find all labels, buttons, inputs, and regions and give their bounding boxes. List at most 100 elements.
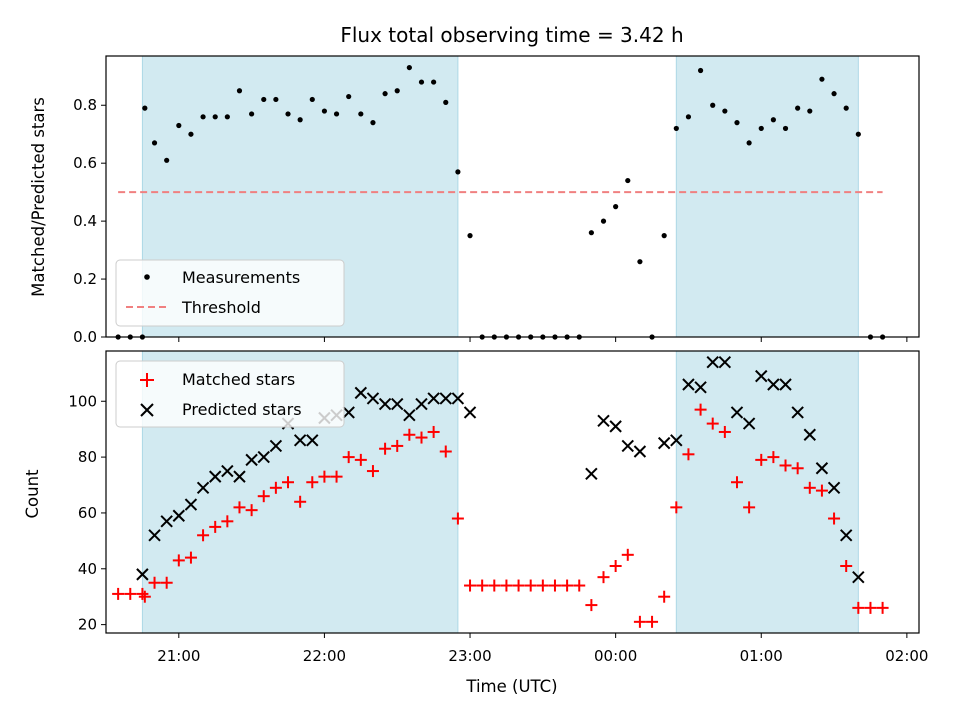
legend-measurements-marker xyxy=(144,274,150,280)
matched-star-marker xyxy=(306,476,319,489)
predicted-star-marker xyxy=(209,470,222,483)
count-panel: 20 40 60 80 100 21:00 22:00 23:00 00:00 01:00 02:… xyxy=(23,350,928,696)
measurement-point xyxy=(734,120,740,126)
matched-star-marker xyxy=(524,579,537,592)
predicted-star-marker xyxy=(427,392,440,405)
matched-star-marker xyxy=(706,417,719,430)
top-y-ticks: 0.0 0.2 0.4 0.6 0.8 xyxy=(73,96,106,346)
bottom-y-tick-label: 20 xyxy=(78,616,97,634)
matched-star-marker xyxy=(585,599,598,612)
top-legend-box xyxy=(115,259,345,327)
predicted-star-marker xyxy=(742,417,756,430)
measurement-point xyxy=(431,79,437,85)
matched-star-marker xyxy=(184,551,197,564)
matched-star-marker xyxy=(548,579,561,592)
predicted-star-marker xyxy=(827,481,841,495)
matched-star-marker xyxy=(330,470,343,483)
predicted-star-marker xyxy=(585,467,598,481)
matched-star-marker xyxy=(124,587,137,600)
top-y-tick-label: 0.8 xyxy=(73,96,97,114)
top-y-tick-label: 0.4 xyxy=(73,212,97,230)
matched-star-marker xyxy=(694,403,707,416)
measurement-point xyxy=(831,91,837,97)
measurement-point xyxy=(443,99,449,105)
matched-star-marker xyxy=(476,579,489,592)
top-legend: Measurements Threshold xyxy=(115,259,345,327)
measurement-point xyxy=(236,88,243,94)
legend-predicted-label: Predicted stars xyxy=(182,400,302,419)
x-axis-label: Time (UTC) xyxy=(465,677,557,696)
matched-star-marker xyxy=(136,587,149,600)
matched-star-marker xyxy=(148,576,161,589)
measurement-point xyxy=(188,131,194,137)
measurement-point xyxy=(273,96,279,103)
predicted-star-marker xyxy=(439,392,452,405)
matched-star-marker xyxy=(318,470,331,483)
measurement-point xyxy=(249,111,255,117)
matched-star-marker xyxy=(138,590,151,603)
matched-star-marker xyxy=(221,515,234,528)
predicted-star-marker xyxy=(172,509,186,522)
matched-star-marker xyxy=(112,587,125,600)
matched-star-marker xyxy=(427,425,440,438)
measurement-point xyxy=(151,140,158,146)
predicted-star-marker xyxy=(293,434,307,447)
matched-star-marker xyxy=(160,576,173,589)
measurement-point xyxy=(819,76,825,82)
predicted-star-marker xyxy=(196,481,210,495)
predicted-star-marker xyxy=(597,414,610,428)
measurement-point xyxy=(613,204,619,210)
legend-threshold-label: Threshold xyxy=(181,298,261,317)
predicted-star-marker xyxy=(730,406,744,419)
bottom-y-tick-label: 60 xyxy=(78,504,97,522)
measurement-point xyxy=(224,114,230,120)
x-tick-label: 22:00 xyxy=(303,647,346,665)
matched-star-marker xyxy=(609,559,622,572)
predicted-star-marker xyxy=(160,515,173,528)
predicted-star-marker xyxy=(779,378,792,391)
matched-star-marker xyxy=(464,579,477,592)
predicted-star-marker xyxy=(415,397,428,411)
measurement-point xyxy=(176,122,182,129)
matched-star-marker xyxy=(403,428,416,441)
measurement-point xyxy=(142,105,148,111)
predicted-star-marker xyxy=(767,378,780,391)
measurement-point xyxy=(212,114,218,120)
matched-star-marker xyxy=(743,501,756,514)
bottom-y-tick-label: 80 xyxy=(78,448,97,466)
x-tick-label: 23:00 xyxy=(448,647,491,665)
measurement-point xyxy=(261,96,267,103)
matched-star-marker xyxy=(840,559,853,572)
predicted-star-marker xyxy=(269,439,283,453)
measurement-point xyxy=(309,96,315,103)
predicted-star-marker xyxy=(342,406,355,419)
predicted-star-marker xyxy=(148,529,161,542)
top-x-ticks xyxy=(178,337,908,342)
matched-star-marker xyxy=(803,481,816,494)
ratio-panel: 0.0 0.2 0.4 0.6 0.8 Flux total observing tim… xyxy=(29,23,920,346)
legend-predicted-marker xyxy=(140,403,154,417)
predicted-star-marker xyxy=(184,498,198,511)
top-y-tick-label: 0.6 xyxy=(73,154,97,172)
matched-star-marker xyxy=(755,453,768,466)
matched-star-marker xyxy=(573,579,586,592)
measurement-points xyxy=(115,64,886,340)
matched-star-marker xyxy=(621,548,634,561)
matched-star-marker xyxy=(379,442,392,455)
matched-star-marker xyxy=(500,579,513,592)
predicted-star-marker xyxy=(621,439,634,453)
measurement-point xyxy=(637,259,643,265)
matched-star-marker xyxy=(779,459,792,472)
measurement-point xyxy=(588,230,594,236)
matched-star-marker xyxy=(294,495,307,508)
matched-star-marker xyxy=(269,481,282,494)
matched-star-marker xyxy=(646,615,659,628)
measurement-point xyxy=(782,125,789,132)
predicted-star-marker xyxy=(391,397,404,411)
measurement-point xyxy=(346,93,352,100)
measurement-point xyxy=(333,111,340,117)
matched-star-marker xyxy=(876,601,889,614)
bottom-legend: Matched stars Predicted stars xyxy=(115,360,345,428)
predicted-star-marker xyxy=(306,434,319,447)
top-y-tick-label: 0.0 xyxy=(73,328,97,346)
